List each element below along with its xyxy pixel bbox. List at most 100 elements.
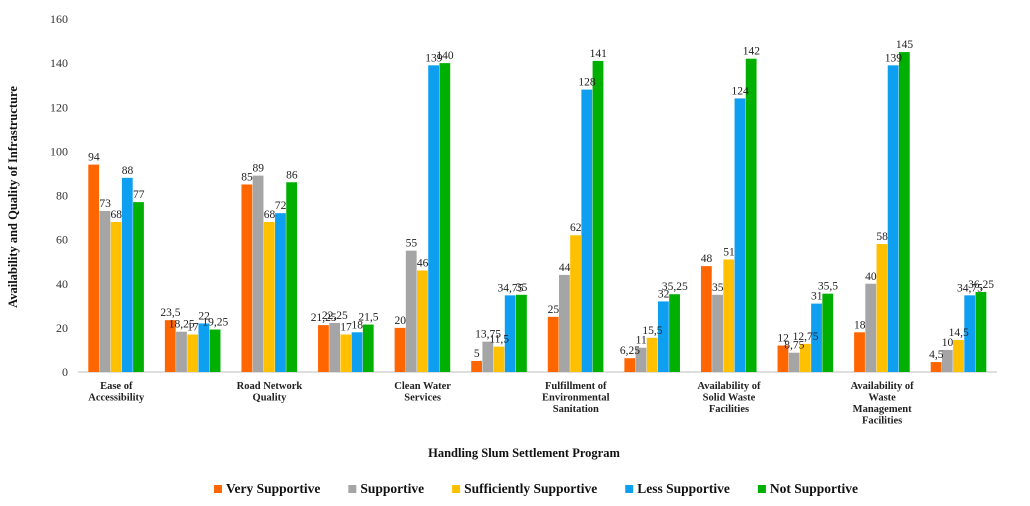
data-label: 51 (723, 246, 735, 258)
data-label: 141 (590, 48, 608, 60)
bar (286, 182, 298, 372)
data-label: 46 (417, 258, 429, 270)
data-label: 13,75 (475, 329, 501, 341)
data-label: 11,5 (489, 334, 509, 346)
bar (110, 221, 122, 372)
y-tick-label: 120 (50, 100, 68, 114)
bar (975, 292, 987, 372)
bar (734, 98, 746, 373)
data-label: 21,25 (311, 312, 337, 324)
data-label: 10 (942, 337, 954, 349)
data-label: 77 (133, 189, 145, 201)
y-tick-label: 80 (56, 189, 68, 203)
data-label: 35 (516, 282, 528, 294)
data-label: 94 (88, 152, 100, 164)
bar (405, 250, 417, 372)
data-label: 34,75 (497, 282, 523, 294)
x-category-label: Clean Water Services (394, 381, 451, 404)
data-label: 32 (658, 288, 670, 300)
data-label: 35 (712, 282, 724, 294)
y-tick-label: 60 (56, 233, 68, 247)
data-label: 73 (99, 198, 111, 210)
bar (482, 341, 494, 372)
data-label: 145 (896, 39, 914, 51)
y-axis-title: Availability and Quality of Infrastructu… (6, 86, 20, 308)
bar (854, 332, 865, 372)
bar (624, 358, 636, 372)
bars-layer (88, 52, 987, 373)
bar (723, 259, 735, 372)
data-label: 36,25 (968, 279, 994, 291)
legend-swatch (348, 485, 357, 493)
data-label: 8,75 (784, 340, 804, 352)
bar (547, 316, 559, 372)
data-label: 44 (559, 262, 571, 274)
bar (700, 266, 712, 372)
bar (581, 89, 593, 372)
y-tick-label: 20 (56, 321, 68, 335)
data-label: 12 (777, 333, 789, 345)
data-label: 68 (264, 209, 276, 221)
bar (88, 164, 100, 372)
data-label: 140 (436, 50, 454, 62)
legend-swatch (625, 485, 634, 493)
bar (558, 274, 570, 372)
bar (417, 270, 428, 372)
data-label: 19,25 (202, 317, 228, 329)
legend-swatch (452, 485, 461, 493)
data-label: 86 (286, 169, 298, 181)
data-label: 20 (394, 315, 406, 327)
bar (964, 295, 976, 372)
data-label: 62 (570, 222, 582, 234)
bar (394, 327, 406, 372)
x-category-label: Ease of Accessibility (88, 381, 145, 404)
bar (471, 360, 483, 372)
bar (745, 58, 757, 373)
data-label: 18 (854, 319, 866, 331)
bar (646, 337, 658, 372)
bar (941, 349, 953, 372)
bar (340, 334, 352, 372)
bar (657, 301, 669, 372)
data-label: 11 (636, 335, 647, 347)
bar (930, 362, 942, 372)
data-label: 17 (340, 321, 352, 333)
bar (187, 334, 199, 372)
bar (241, 184, 253, 372)
legend-entry: Sufficiently Supportive (464, 481, 597, 496)
bar (275, 213, 286, 372)
data-label: 14,5 (949, 327, 969, 339)
data-label: 139 (885, 52, 903, 64)
bar (669, 294, 680, 372)
bar (570, 235, 581, 372)
data-label: 128 (578, 77, 596, 89)
data-label: 21,5 (358, 312, 378, 324)
data-label: 40 (865, 271, 877, 283)
bar (351, 332, 363, 372)
data-label: 55 (406, 238, 418, 250)
data-label: 142 (743, 46, 761, 58)
bar (811, 303, 822, 372)
bar (263, 221, 275, 372)
bar (865, 283, 877, 372)
bar (198, 323, 210, 372)
legend-entry: Less Supportive (637, 481, 730, 496)
y-axis: 0 20 40 60 80 100 120 140 160 (50, 12, 68, 379)
data-label: 12,75 (793, 331, 819, 343)
bar (516, 294, 527, 372)
legend-swatch (757, 485, 766, 493)
bar (822, 293, 834, 372)
data-label: 23,5 (160, 307, 180, 319)
data-label: 22 (198, 310, 210, 322)
bar (209, 329, 221, 372)
data-label: 6,25 (620, 345, 640, 357)
bar (504, 295, 516, 372)
legend-entry: Supportive (360, 481, 424, 496)
bar (176, 331, 187, 372)
bar (898, 52, 910, 372)
data-label: 35,5 (818, 281, 838, 293)
data-label: 17 (187, 321, 199, 333)
bar (362, 324, 374, 372)
